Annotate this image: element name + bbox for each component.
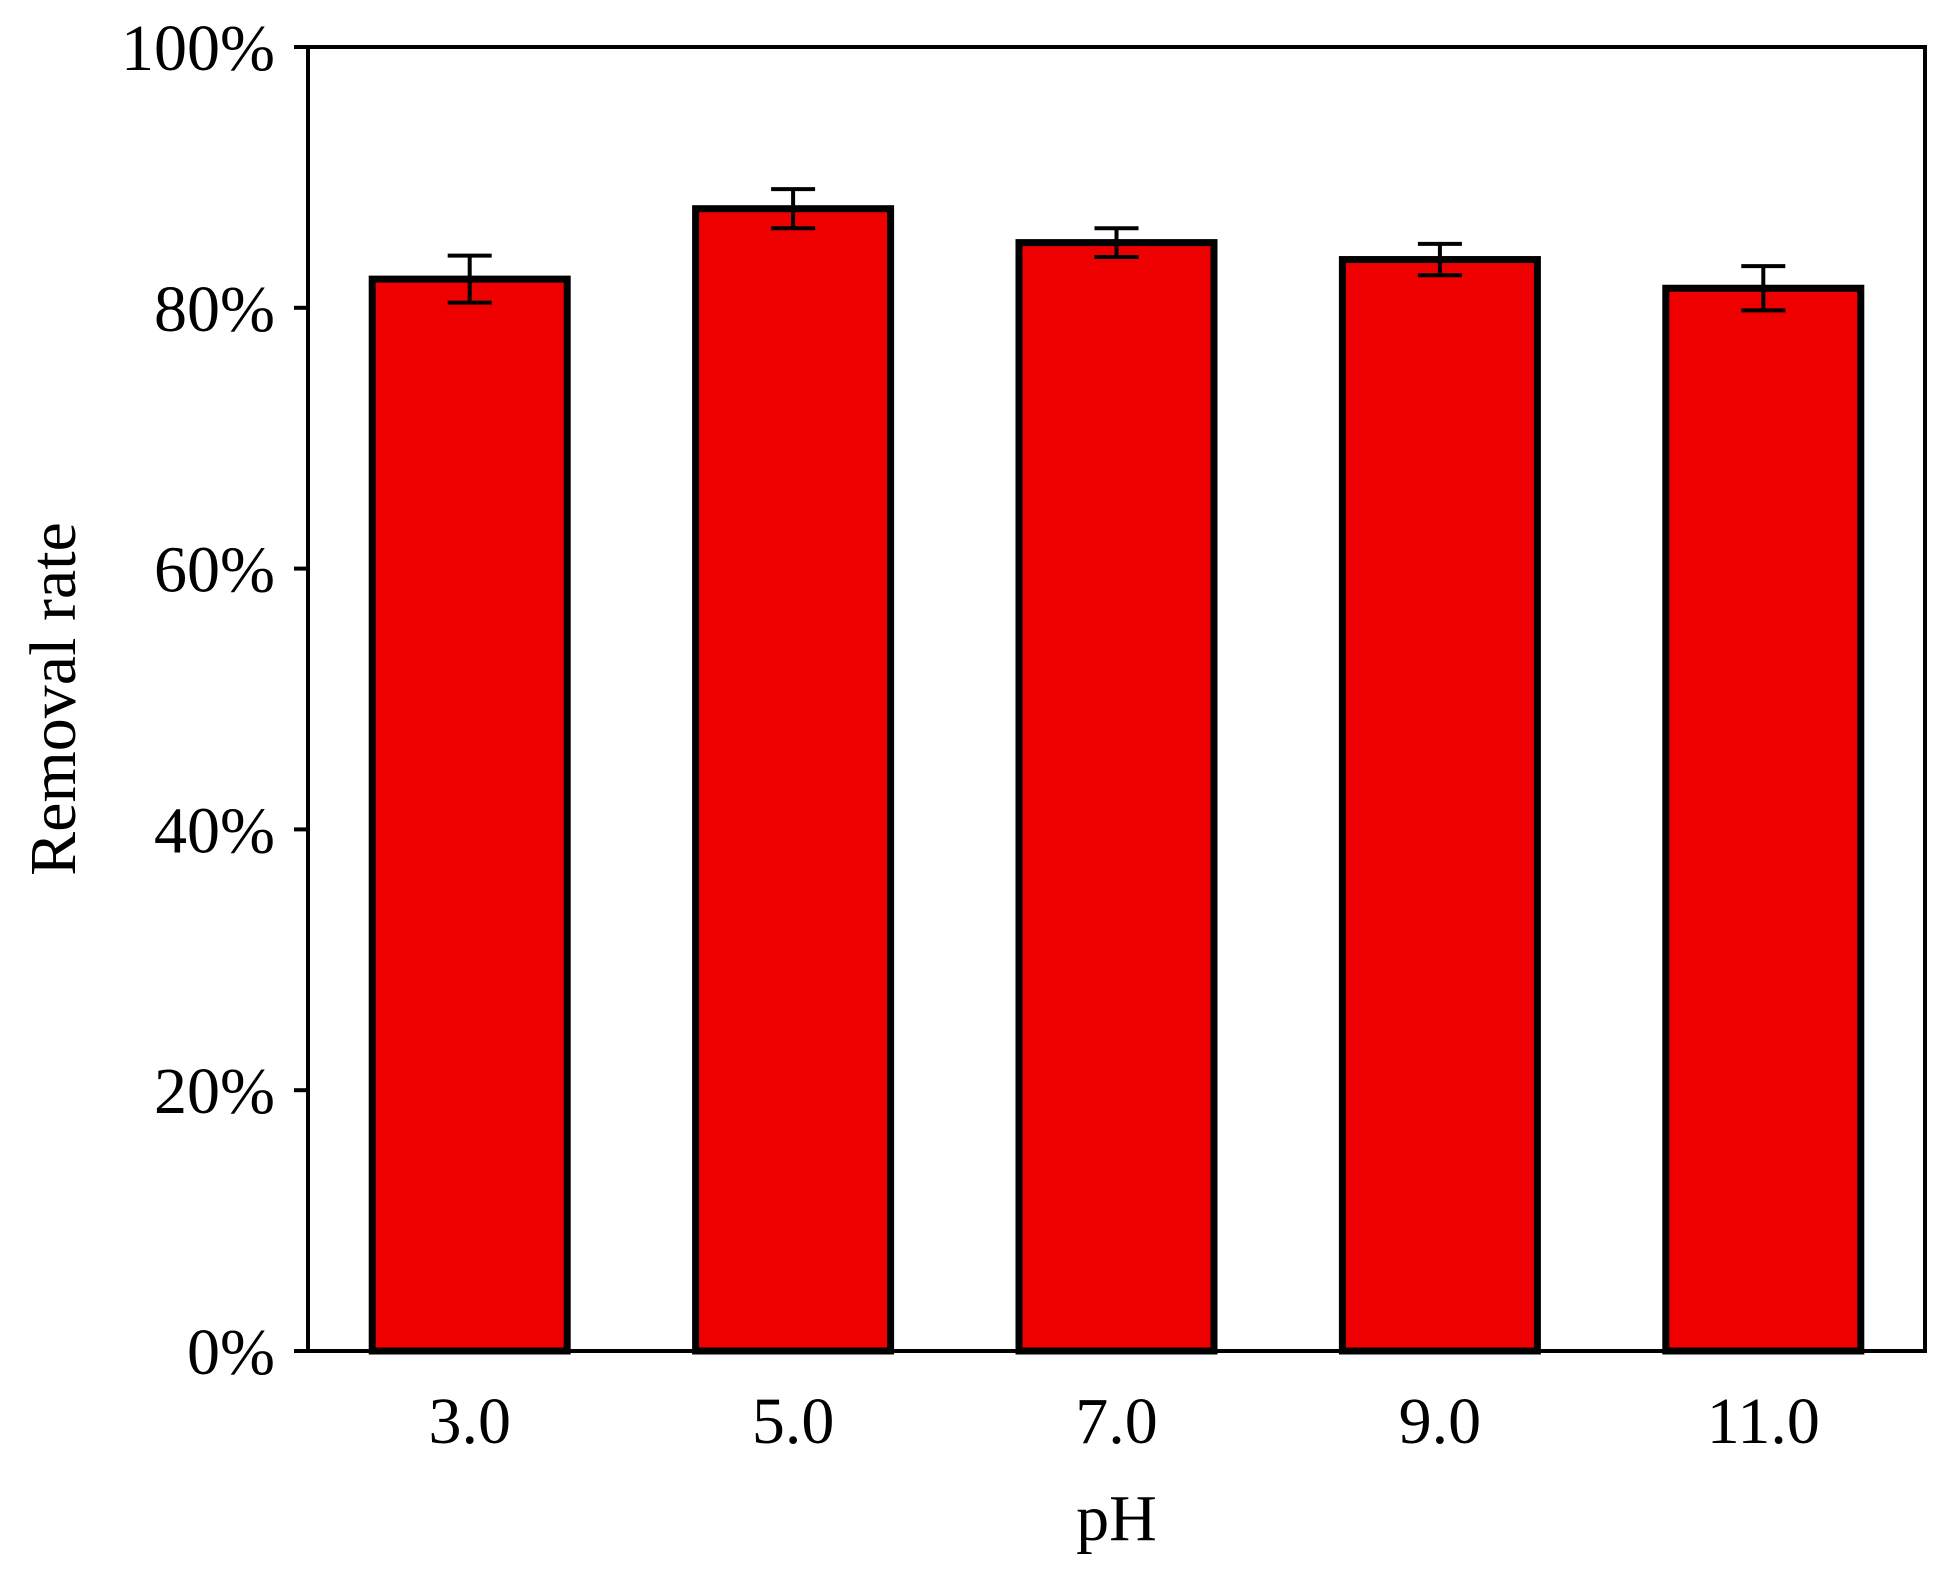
bar <box>1662 284 1865 1355</box>
y-tick-label: 60% <box>154 534 275 607</box>
y-axis: 0% 20% 40% 60% 80% 100% <box>121 12 308 1389</box>
x-axis-label: pH <box>1076 1482 1157 1555</box>
y-tick-label: 80% <box>154 273 275 346</box>
error-bar <box>771 187 816 231</box>
bars-layer <box>368 205 1865 1355</box>
bar <box>368 275 571 1355</box>
y-tick-label: 40% <box>154 794 275 867</box>
y-axis-label: Removal rate <box>17 522 90 876</box>
x-tick-label: 9.0 <box>1399 1385 1482 1458</box>
y-tick-label: 100% <box>121 12 275 85</box>
bar <box>1338 256 1541 1355</box>
y-tick-label: 0% <box>187 1316 275 1389</box>
bar <box>692 205 895 1355</box>
error-bars-layer <box>447 187 1786 313</box>
x-tick-label: 5.0 <box>752 1385 835 1458</box>
x-tick-label: 3.0 <box>428 1385 511 1458</box>
error-bar <box>1741 264 1786 313</box>
x-tick-label: 7.0 <box>1075 1385 1158 1458</box>
error-bar <box>447 253 492 305</box>
plot-frame <box>306 45 1927 1353</box>
error-bar <box>1094 226 1139 259</box>
error-bar <box>1417 241 1462 278</box>
x-tick-label: 11.0 <box>1707 1385 1820 1458</box>
y-tick-label: 20% <box>154 1055 275 1128</box>
bar <box>1015 239 1218 1355</box>
x-axis: 3.0 5.0 7.0 9.0 11.0 <box>428 1385 1819 1458</box>
